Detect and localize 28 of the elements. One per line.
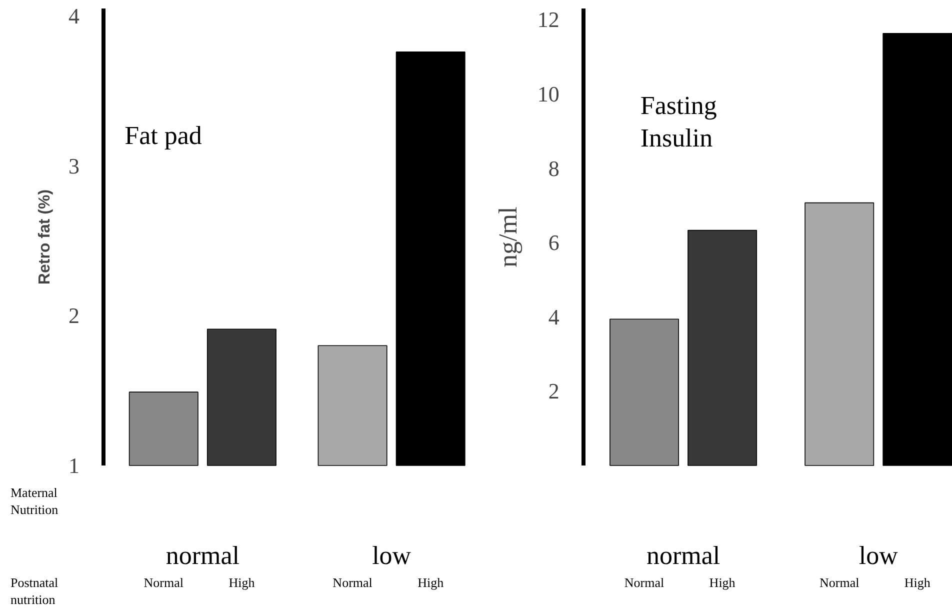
y-tick-label: 4 bbox=[548, 304, 560, 330]
y-tick-label: 2 bbox=[548, 378, 560, 404]
x-tick-label: Normal bbox=[144, 575, 184, 590]
text: normal bbox=[646, 541, 720, 570]
text: low bbox=[372, 541, 412, 570]
y-tick-label: 10 bbox=[537, 81, 560, 106]
text: Postnatal nutrition bbox=[10, 575, 59, 607]
annotation: Fasting Insulin bbox=[640, 91, 717, 152]
x-tick-label: Normal bbox=[624, 575, 665, 590]
y-tick-label: 6 bbox=[548, 230, 560, 256]
x-tick-label: Normal bbox=[819, 575, 860, 590]
x-tick-label: Normal bbox=[332, 575, 373, 590]
y-tick-label: 2 bbox=[68, 303, 80, 328]
text: normal bbox=[166, 541, 240, 570]
x-tick-label: High bbox=[904, 575, 931, 590]
x-tick-label: High bbox=[418, 575, 444, 590]
annotation: Fat pad bbox=[124, 121, 202, 150]
text: low bbox=[858, 541, 898, 570]
y-tick-label: 1 bbox=[68, 453, 80, 478]
x-tick-label: High bbox=[228, 575, 256, 590]
y-axis-title: ng/ml bbox=[494, 206, 522, 268]
y-tick-label: 8 bbox=[548, 156, 560, 181]
y-tick-label: 12 bbox=[537, 7, 560, 32]
y-tick-label: 3 bbox=[68, 153, 80, 178]
text: Maternal Nutrition bbox=[10, 485, 59, 517]
y-tick-label: 4 bbox=[68, 3, 80, 28]
x-tick-label: High bbox=[709, 575, 736, 590]
y-axis-title: Retro fat (%) bbox=[36, 189, 54, 285]
